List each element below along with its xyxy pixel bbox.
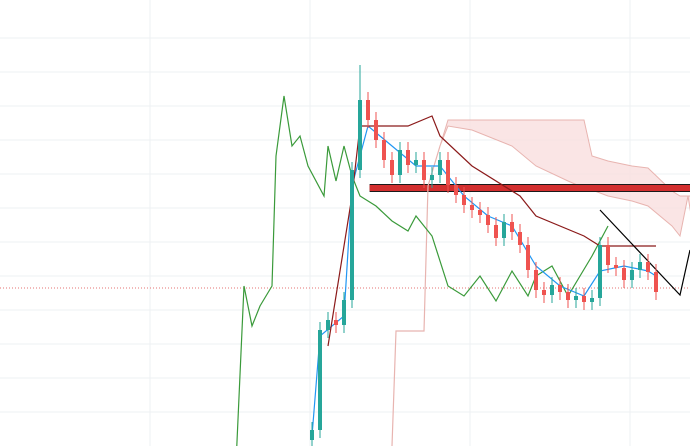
candle-body: [510, 222, 514, 232]
candle-body: [550, 285, 554, 295]
candle-body: [446, 160, 450, 185]
candle-body: [574, 296, 578, 300]
candle-body: [350, 170, 354, 300]
candle-body: [534, 270, 538, 290]
candle-body: [414, 160, 418, 165]
candle-body: [398, 150, 402, 175]
candle-body: [590, 298, 594, 302]
candle-body: [558, 285, 562, 292]
candle-body: [622, 268, 626, 280]
candle-body: [518, 232, 522, 245]
candle-body: [502, 222, 506, 238]
candle-body: [654, 272, 658, 292]
candle-body: [646, 262, 650, 272]
candle-body: [430, 175, 434, 180]
candle-body: [486, 215, 490, 225]
candle-body: [582, 296, 586, 302]
cloud: [440, 120, 690, 236]
candle-body: [366, 100, 370, 120]
candle-body: [310, 430, 314, 440]
candle-body: [470, 205, 474, 210]
candle-body: [326, 320, 330, 330]
indicator-line: [327, 115, 656, 347]
candle-body: [454, 185, 458, 195]
candle-body: [406, 150, 410, 165]
candle-body: [566, 292, 570, 300]
candle-body: [526, 245, 530, 270]
candle-body: [606, 245, 610, 265]
candle-body: [358, 100, 362, 170]
cloud-span: [439, 119, 690, 197]
candle-body: [638, 262, 642, 270]
candle-body: [422, 160, 426, 180]
candle-body: [374, 120, 378, 140]
candle-body: [318, 330, 322, 430]
candle-body: [478, 210, 482, 215]
candle-body: [438, 160, 442, 175]
candle-body: [494, 225, 498, 238]
candle-body: [630, 270, 634, 280]
candle-body: [614, 265, 618, 268]
candle-body: [342, 300, 346, 325]
candle-body: [542, 290, 546, 295]
candle-body: [598, 245, 602, 298]
indicator-line: [599, 209, 690, 297]
candle-body: [390, 160, 394, 175]
candle-body: [334, 320, 338, 325]
indicator-line: [236, 95, 609, 446]
candle-body: [462, 195, 466, 205]
candle-body: [382, 140, 386, 160]
